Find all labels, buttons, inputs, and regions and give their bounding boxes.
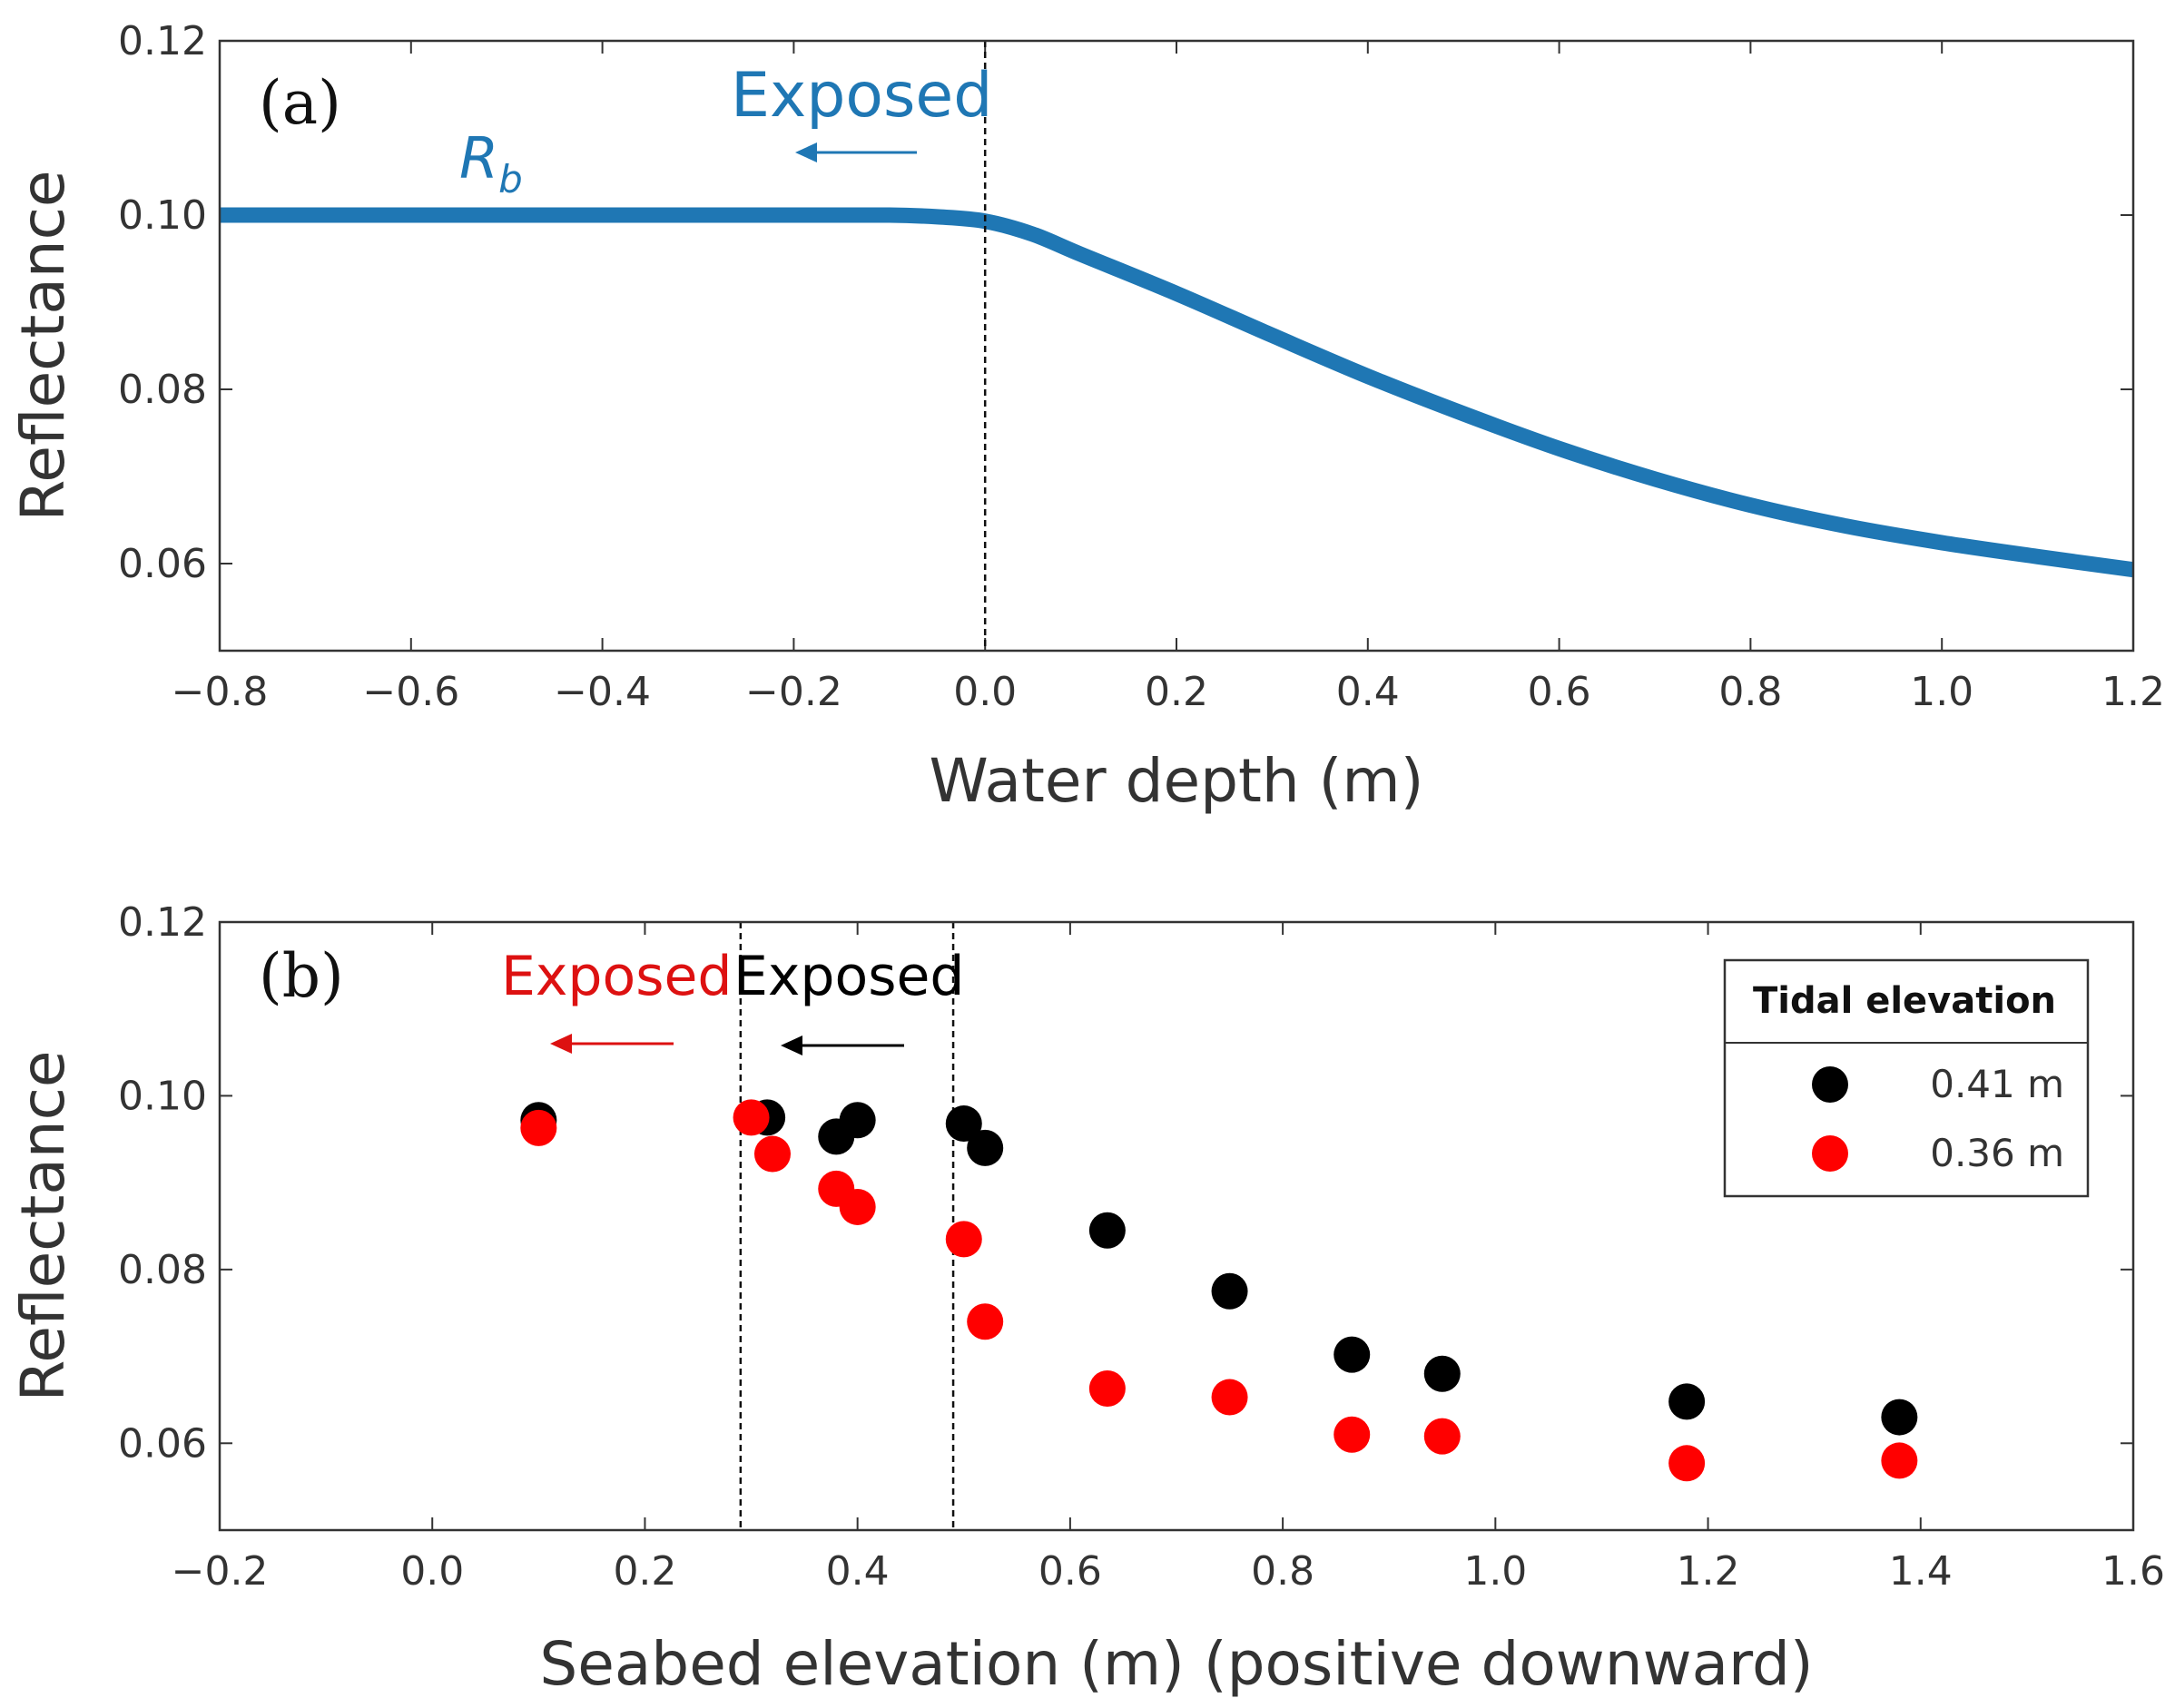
panel-a-frame — [218, 39, 2135, 653]
point-041-4 — [945, 1105, 982, 1143]
point-036-1 — [733, 1099, 770, 1136]
panel-b-y-axis-label: Reflectance — [8, 1050, 78, 1401]
reflectance-curve-rb — [220, 207, 2133, 578]
point-036-8 — [1211, 1379, 1248, 1416]
point-041-5 — [967, 1129, 1004, 1166]
point-041-10 — [1668, 1383, 1706, 1420]
point-036-12 — [1881, 1442, 1918, 1479]
panel-a-y-tick-label: 0.12 — [118, 18, 207, 64]
panel-b-x-tick-label: 0.8 — [1251, 1548, 1314, 1595]
curve-label-rb: Rb — [459, 125, 523, 201]
exposed-label-a: Exposed — [731, 60, 992, 132]
panel-b-x-tick-label: 0.0 — [400, 1548, 464, 1595]
panel-a-y-axis-label: Reflectance — [8, 170, 78, 521]
legend-box — [1723, 958, 2090, 1198]
panel-a-y-tick-labels: 0.06 0.08 0.10 0.12 — [118, 18, 207, 587]
panel-a-x-tick-label: 0.2 — [1145, 669, 1208, 715]
exposed-arrow-a — [795, 142, 917, 162]
curve-label-rb-subscript: b — [498, 157, 523, 201]
panel-a-x-axis-label: Water depth (m) — [930, 746, 1424, 816]
panel-a-y-tick-label: 0.06 — [118, 541, 207, 587]
panel-b-x-tick-label: 0.4 — [826, 1548, 890, 1595]
panel-a-x-tick-label: 1.2 — [2101, 669, 2165, 715]
panel-b-x-tick-label: 1.0 — [1463, 1548, 1527, 1595]
panel-b-y-tick-label: 0.10 — [118, 1073, 207, 1119]
point-036-5 — [945, 1221, 982, 1258]
panel-a-y-tick-label: 0.10 — [118, 192, 207, 239]
panel-a-x-tick-label: −0.4 — [554, 669, 651, 715]
curve-label-rb-symbol: R — [459, 125, 498, 191]
panel-b-x-tick-label: −0.2 — [172, 1548, 269, 1595]
point-036-9 — [1334, 1416, 1371, 1453]
panel-a-x-tick-label: 0.6 — [1528, 669, 1591, 715]
panel-b-y-tick-labels: 0.06 0.08 0.10 0.12 — [118, 899, 207, 1467]
panel-a-x-tick-label: −0.8 — [172, 669, 269, 715]
exposed-arrow-red — [550, 1034, 674, 1054]
panel-a-x-tick-label: 0.0 — [953, 669, 1017, 715]
point-041-3 — [839, 1102, 876, 1139]
exposed-arrow-black — [781, 1036, 904, 1055]
panel-b-exposure-thresholds — [739, 922, 955, 1530]
panel-a-x-tick-label: −0.6 — [362, 669, 459, 715]
exposed-label-black: Exposed — [733, 945, 964, 1008]
legend-label-0-36: 0.36 m — [1930, 1131, 2064, 1175]
point-036-10 — [1423, 1418, 1461, 1455]
panel-b-y-tick-label: 0.08 — [118, 1247, 207, 1293]
panel-b-x-tick-label: 0.2 — [613, 1548, 676, 1595]
panel-b: −0.2 0.0 0.2 0.4 0.6 0.8 1.0 1.2 1.4 1.6 0.06 0.08… — [8, 899, 2165, 1699]
panel-b-x-tick-label: 0.6 — [1038, 1548, 1102, 1595]
panel-b-x-axis-label: Seabed elevation (m) (positive downward) — [539, 1629, 1813, 1699]
point-041-9 — [1423, 1355, 1461, 1392]
panel-a-x-tick-label: 0.4 — [1336, 669, 1400, 715]
legend-label-0-41: 0.41 m — [1930, 1062, 2064, 1106]
exposed-label-red: Exposed — [501, 945, 732, 1008]
panel-b-tag: (b) — [259, 941, 344, 1011]
legend-marker-0-41 — [1812, 1066, 1848, 1103]
legend-title: Tidal elevation — [1753, 980, 2056, 1022]
panel-a-x-tick-labels: −0.8 −0.6 −0.4 −0.2 0.0 0.2 0.4 0.6 0.8 1.0 1.2 — [172, 669, 2165, 715]
panel-b-y-tick-label: 0.12 — [118, 899, 207, 946]
legend-marker-0-36 — [1812, 1135, 1848, 1172]
panel-a-x-tick-label: 0.8 — [1718, 669, 1782, 715]
point-036-6 — [967, 1303, 1004, 1340]
point-036-4 — [839, 1188, 876, 1225]
panel-a-x-tick-label: −0.2 — [745, 669, 842, 715]
point-041-7 — [1211, 1272, 1248, 1310]
point-036-11 — [1668, 1445, 1706, 1482]
point-041-8 — [1334, 1336, 1371, 1373]
panel-b-y-tick-label: 0.06 — [118, 1420, 207, 1467]
point-036-7 — [1088, 1369, 1126, 1407]
panel-a-x-tick-label: 1.0 — [1910, 669, 1973, 715]
panel-b-x-tick-label: 1.4 — [1889, 1548, 1953, 1595]
point-041-6 — [1088, 1212, 1126, 1249]
panel-a-y-tick-label: 0.08 — [118, 367, 207, 413]
panel-b-x-tick-labels: −0.2 0.0 0.2 0.4 0.6 0.8 1.0 1.2 1.4 1.6 — [172, 1548, 2165, 1595]
panel-b-points — [520, 1099, 1918, 1482]
panel-a-tag: (a) — [259, 68, 341, 138]
panel-b-x-tick-label: 1.6 — [2101, 1548, 2165, 1595]
panel-a: −0.8 −0.6 −0.4 −0.2 0.0 0.2 0.4 0.6 0.8 1.0 1.2 0.… — [8, 18, 2165, 816]
point-036-0 — [520, 1109, 557, 1146]
panel-b-x-tick-label: 1.2 — [1677, 1548, 1740, 1595]
point-041-11 — [1881, 1399, 1918, 1436]
point-036-2 — [753, 1135, 791, 1173]
legend: Tidal elevation 0.41 m 0.36 m — [1723, 958, 2090, 1198]
panel-b-frame — [218, 920, 2135, 1532]
